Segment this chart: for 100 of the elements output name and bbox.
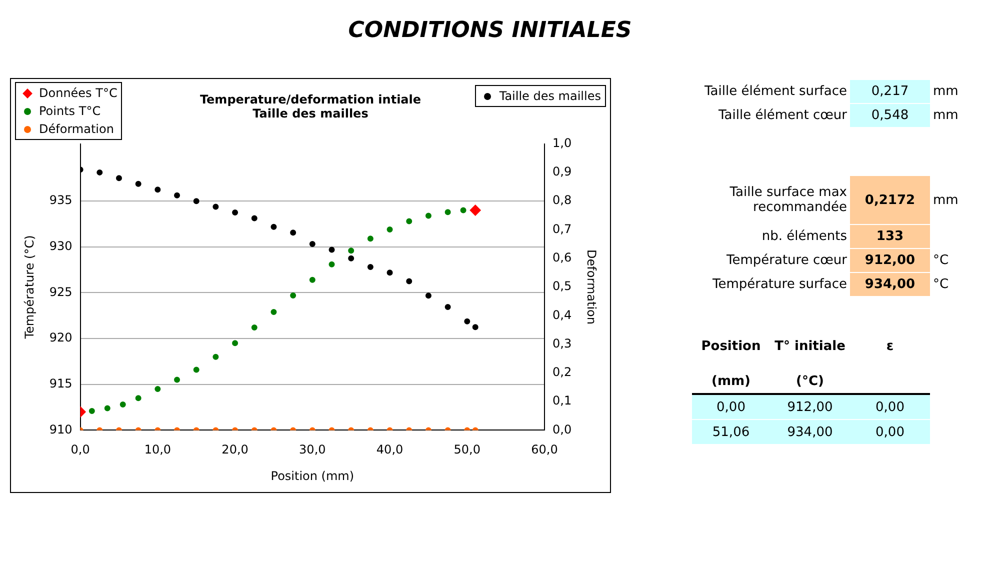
- y2-tick-label: 0,8: [552, 193, 572, 208]
- point: [309, 276, 316, 283]
- point: [104, 405, 110, 412]
- text: nb. éléments: [760, 228, 848, 246]
- text: 133: [850, 225, 930, 248]
- y2-tick-label: 0,6: [552, 250, 572, 264]
- text: 0,00: [850, 395, 930, 419]
- point: [135, 180, 142, 187]
- x-tick-label: 60,0: [531, 442, 558, 457]
- text: mm: [932, 192, 960, 210]
- point: [444, 209, 451, 216]
- text: 51,06: [692, 420, 770, 444]
- x-tick-label: 0,0: [70, 442, 90, 457]
- text: 0,217: [850, 80, 930, 103]
- chart-subtitle: Taille des mailles: [252, 106, 368, 121]
- point: [290, 230, 296, 236]
- point: [174, 192, 180, 198]
- point: [328, 246, 335, 253]
- point: [309, 241, 316, 248]
- point: [232, 210, 238, 216]
- text: °C: [932, 276, 950, 294]
- y2-tick-label: 1,0: [552, 136, 572, 150]
- x-tick-label: 40,0: [376, 442, 404, 457]
- text: 934,00: [770, 420, 850, 444]
- x-axis-title: Position (mm): [270, 468, 354, 483]
- text: (°C): [795, 373, 825, 391]
- point: [135, 395, 142, 402]
- text: Taille élément cœur: [718, 107, 848, 125]
- point: [386, 226, 393, 232]
- legend-label: Taille des mailles: [499, 89, 601, 103]
- y-tick-label: 935: [49, 193, 72, 208]
- text: Taille élément surface: [703, 83, 848, 101]
- y2-tick-label: 0,1: [552, 394, 572, 408]
- y2-tick-label: 0,3: [552, 336, 572, 350]
- point: [348, 248, 354, 254]
- x-tick-label: 30,0: [299, 442, 326, 457]
- point: [193, 366, 200, 373]
- point: [154, 386, 161, 392]
- text: 934,00: [850, 273, 930, 296]
- y-tick-label: 930: [49, 239, 72, 254]
- point: [174, 376, 180, 383]
- text: Température surface: [711, 276, 848, 294]
- point: [193, 198, 200, 204]
- point: [290, 292, 296, 298]
- point: [367, 236, 374, 242]
- point: [120, 402, 126, 408]
- text: Température cœur: [725, 252, 848, 270]
- point: [348, 255, 354, 262]
- text: Position: [700, 338, 762, 356]
- point: [116, 175, 122, 182]
- y2-tick-label: 0,9: [552, 164, 572, 179]
- text: mm: [932, 107, 960, 125]
- point: [406, 218, 412, 224]
- text: Taille surface max recommandée: [728, 184, 848, 217]
- legend-label: Déformation: [39, 122, 114, 136]
- point: [328, 261, 335, 268]
- y2-tick-label: 0,4: [552, 308, 572, 322]
- text: 0,00: [692, 395, 770, 419]
- y2-tick-label: 0,5: [552, 279, 572, 294]
- legend-label: Données T°C: [39, 86, 118, 100]
- text: 0,548: [850, 104, 930, 127]
- text: mm: [932, 83, 960, 101]
- point: [367, 264, 374, 270]
- y2-tick-label: 0,7: [552, 222, 572, 236]
- text: (mm): [710, 373, 752, 391]
- x-tick-label: 50,0: [454, 442, 481, 457]
- point: [460, 207, 466, 214]
- point: [212, 354, 219, 360]
- point: [251, 324, 258, 331]
- y-tick-label: 915: [49, 376, 72, 390]
- point: [212, 204, 219, 210]
- y2-tick-label: 0,0: [552, 422, 572, 436]
- point: [232, 340, 238, 346]
- point: [270, 308, 277, 315]
- y2-axis-title: Deformation: [584, 250, 599, 324]
- y-tick-label: 910: [49, 422, 72, 436]
- text: ε: [885, 338, 895, 356]
- y-axis-title: Température (°C): [22, 235, 36, 340]
- point: [386, 270, 393, 276]
- legend-label: Points T°C: [39, 104, 101, 118]
- text: T° initiale: [774, 338, 846, 356]
- y2-tick-label: 0,2: [552, 365, 572, 380]
- x-tick-label: 20,0: [222, 442, 248, 457]
- y-tick-label: 920: [49, 330, 72, 345]
- point: [472, 324, 478, 330]
- text: 0,00: [850, 420, 930, 444]
- text: 0,2172: [850, 176, 930, 224]
- point: [425, 292, 432, 299]
- text: 912,00: [850, 249, 930, 272]
- point: [154, 186, 161, 193]
- x-tick-label: 10,0: [144, 442, 172, 457]
- point: [270, 224, 277, 230]
- point: [251, 215, 258, 222]
- chart-title: Temperature/deformation intiale: [200, 92, 422, 106]
- text: 912,00: [770, 395, 850, 419]
- point: [88, 408, 95, 414]
- point: [96, 169, 103, 176]
- point: [444, 304, 451, 310]
- point: [425, 212, 432, 219]
- text: °C: [932, 252, 950, 270]
